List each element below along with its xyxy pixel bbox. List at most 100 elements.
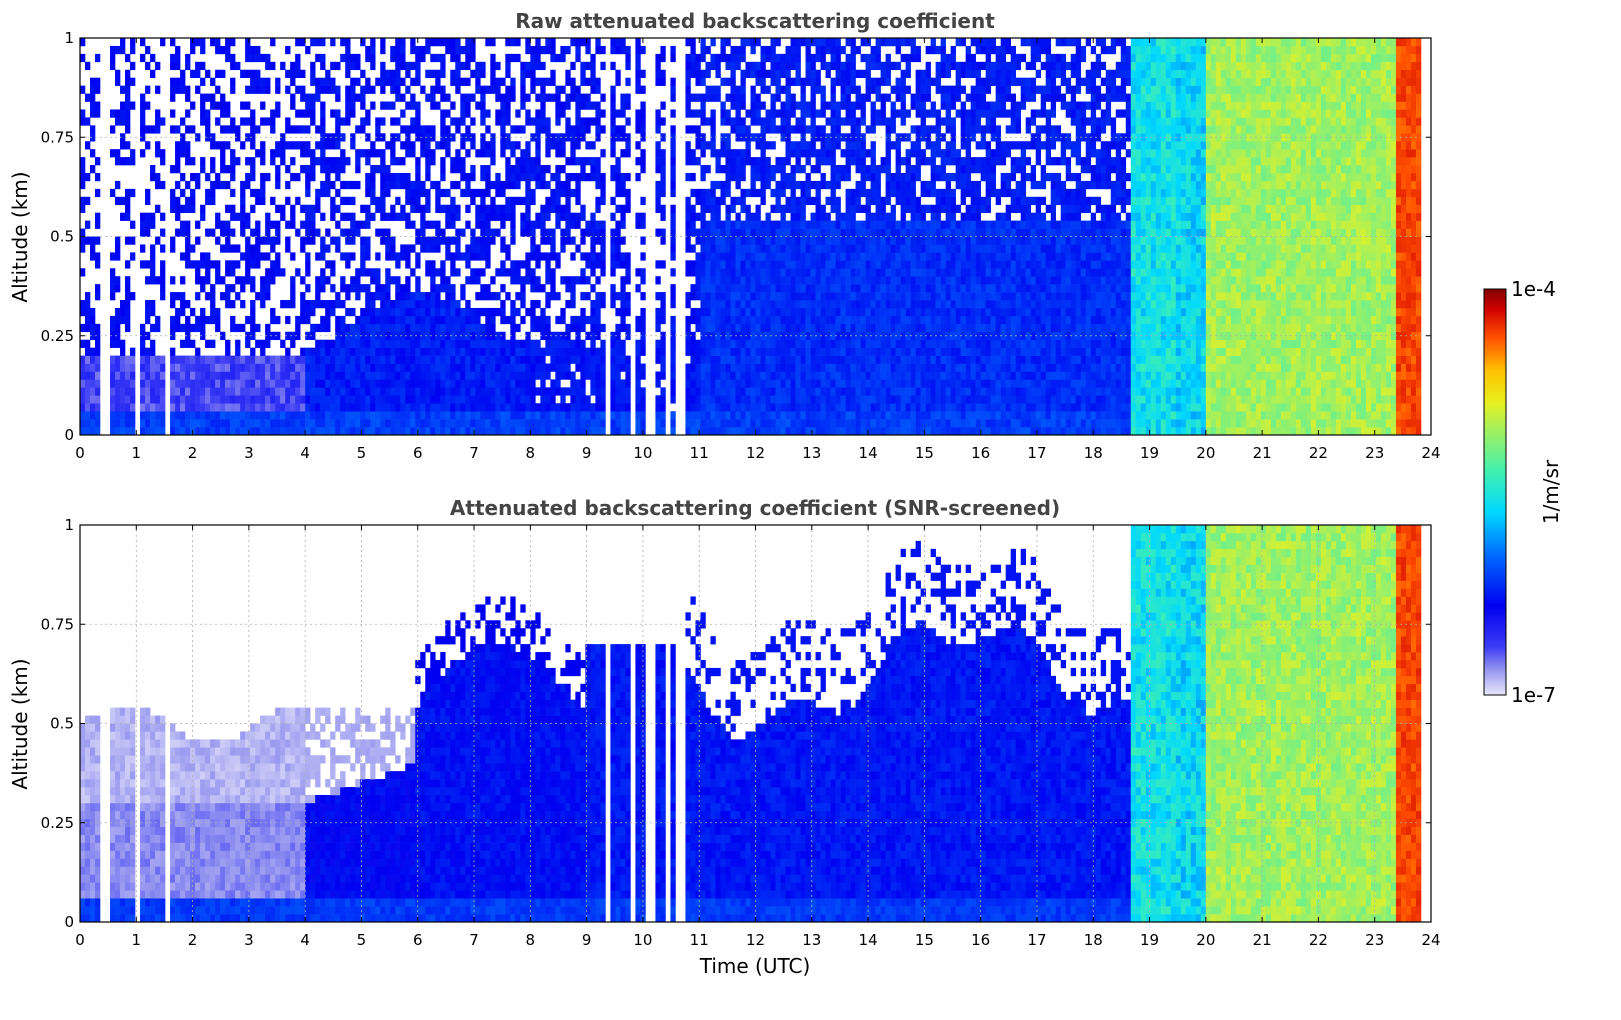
heatmap-cell xyxy=(425,379,430,387)
heatmap-cell xyxy=(350,181,355,189)
heatmap-cell xyxy=(445,292,450,300)
heatmap-cell xyxy=(730,356,735,364)
heatmap-cell xyxy=(831,252,836,260)
heatmap-cell xyxy=(410,141,415,149)
heatmap-cell xyxy=(345,427,350,435)
heatmap-cell xyxy=(520,70,525,78)
heatmap-cell xyxy=(440,117,445,125)
heatmap-cell xyxy=(95,284,100,292)
heatmap-cell xyxy=(450,260,455,268)
heatmap-cell xyxy=(290,340,295,348)
heatmap-cell xyxy=(856,324,861,332)
heatmap-cell xyxy=(720,149,725,157)
heatmap-cell xyxy=(150,364,155,372)
heatmap-cell xyxy=(776,419,781,427)
heatmap-cell xyxy=(786,276,791,284)
heatmap-cell xyxy=(330,403,335,411)
heatmap-cell xyxy=(335,324,340,332)
heatmap-cell xyxy=(345,213,350,221)
heatmap-cell xyxy=(210,395,215,403)
heatmap-cell xyxy=(155,205,160,213)
heatmap-cell xyxy=(345,356,350,364)
heatmap-cell xyxy=(786,356,791,364)
heatmap-cell xyxy=(735,403,740,411)
heatmap-cell xyxy=(435,141,440,149)
heatmap-cell xyxy=(385,316,390,324)
heatmap-cell xyxy=(290,213,295,221)
heatmap-cell xyxy=(836,165,841,173)
heatmap-cell xyxy=(390,141,395,149)
heatmap-cell xyxy=(435,427,440,435)
heatmap-cell xyxy=(540,78,545,86)
heatmap-cell xyxy=(545,300,550,308)
heatmap-cell xyxy=(550,379,555,387)
heatmap-cell xyxy=(751,244,756,252)
heatmap-cell xyxy=(395,324,400,332)
heatmap-cell xyxy=(851,157,856,165)
heatmap-cell xyxy=(435,371,440,379)
heatmap-cell xyxy=(841,260,846,268)
heatmap-cell xyxy=(125,324,130,332)
heatmap-cell xyxy=(745,316,750,324)
heatmap-cell xyxy=(585,403,590,411)
heatmap-cell xyxy=(160,371,165,379)
heatmap-cell xyxy=(85,395,90,403)
heatmap-cell xyxy=(590,117,595,125)
heatmap-cell xyxy=(620,221,625,229)
heatmap-cell xyxy=(705,244,710,252)
heatmap-cell xyxy=(550,38,555,46)
heatmap-cell xyxy=(720,46,725,54)
heatmap-cell xyxy=(430,340,435,348)
heatmap-cell xyxy=(130,395,135,403)
heatmap-cell xyxy=(390,149,395,157)
heatmap-cell xyxy=(816,316,821,324)
heatmap-cell xyxy=(250,324,255,332)
heatmap-cell xyxy=(210,340,215,348)
heatmap-cell xyxy=(210,260,215,268)
heatmap-cell xyxy=(625,356,630,364)
heatmap-cell xyxy=(690,38,695,46)
heatmap-cell xyxy=(670,78,675,86)
heatmap-cell xyxy=(565,411,570,419)
heatmap-cell xyxy=(125,70,130,78)
heatmap-cell xyxy=(220,70,225,78)
heatmap-cell xyxy=(771,165,776,173)
heatmap-cell xyxy=(505,38,510,46)
heatmap-cell xyxy=(685,78,690,86)
heatmap-cell xyxy=(415,284,420,292)
heatmap-cell xyxy=(615,78,620,86)
heatmap-cell xyxy=(841,78,846,86)
heatmap-cell xyxy=(625,276,630,284)
heatmap-cell xyxy=(781,324,786,332)
heatmap-cell xyxy=(250,403,255,411)
heatmap-cell xyxy=(806,125,811,133)
heatmap-cell xyxy=(490,276,495,284)
heatmap-cell xyxy=(435,292,440,300)
heatmap-cell xyxy=(560,371,565,379)
heatmap-cell xyxy=(715,205,720,213)
heatmap-cell xyxy=(730,149,735,157)
heatmap-cell xyxy=(560,348,565,356)
heatmap-cell xyxy=(315,157,320,165)
heatmap-cell xyxy=(410,308,415,316)
heatmap-cell xyxy=(480,244,485,252)
heatmap-cell xyxy=(290,173,295,181)
heatmap-cell xyxy=(465,340,470,348)
heatmap-cell xyxy=(846,205,851,213)
heatmap-cell xyxy=(475,387,480,395)
heatmap-cell xyxy=(816,125,821,133)
heatmap-cell xyxy=(550,229,555,237)
heatmap-cell xyxy=(435,86,440,94)
heatmap-cell xyxy=(520,395,525,403)
heatmap-cell xyxy=(410,403,415,411)
heatmap-cell xyxy=(450,387,455,395)
heatmap-cell xyxy=(115,157,120,165)
heatmap-cell xyxy=(95,157,100,165)
heatmap-cell xyxy=(740,371,745,379)
heatmap-cell xyxy=(715,356,720,364)
heatmap-cell xyxy=(195,292,200,300)
heatmap-cell xyxy=(375,348,380,356)
heatmap-cell xyxy=(245,276,250,284)
heatmap-cell xyxy=(766,324,771,332)
heatmap-cell xyxy=(821,427,826,435)
